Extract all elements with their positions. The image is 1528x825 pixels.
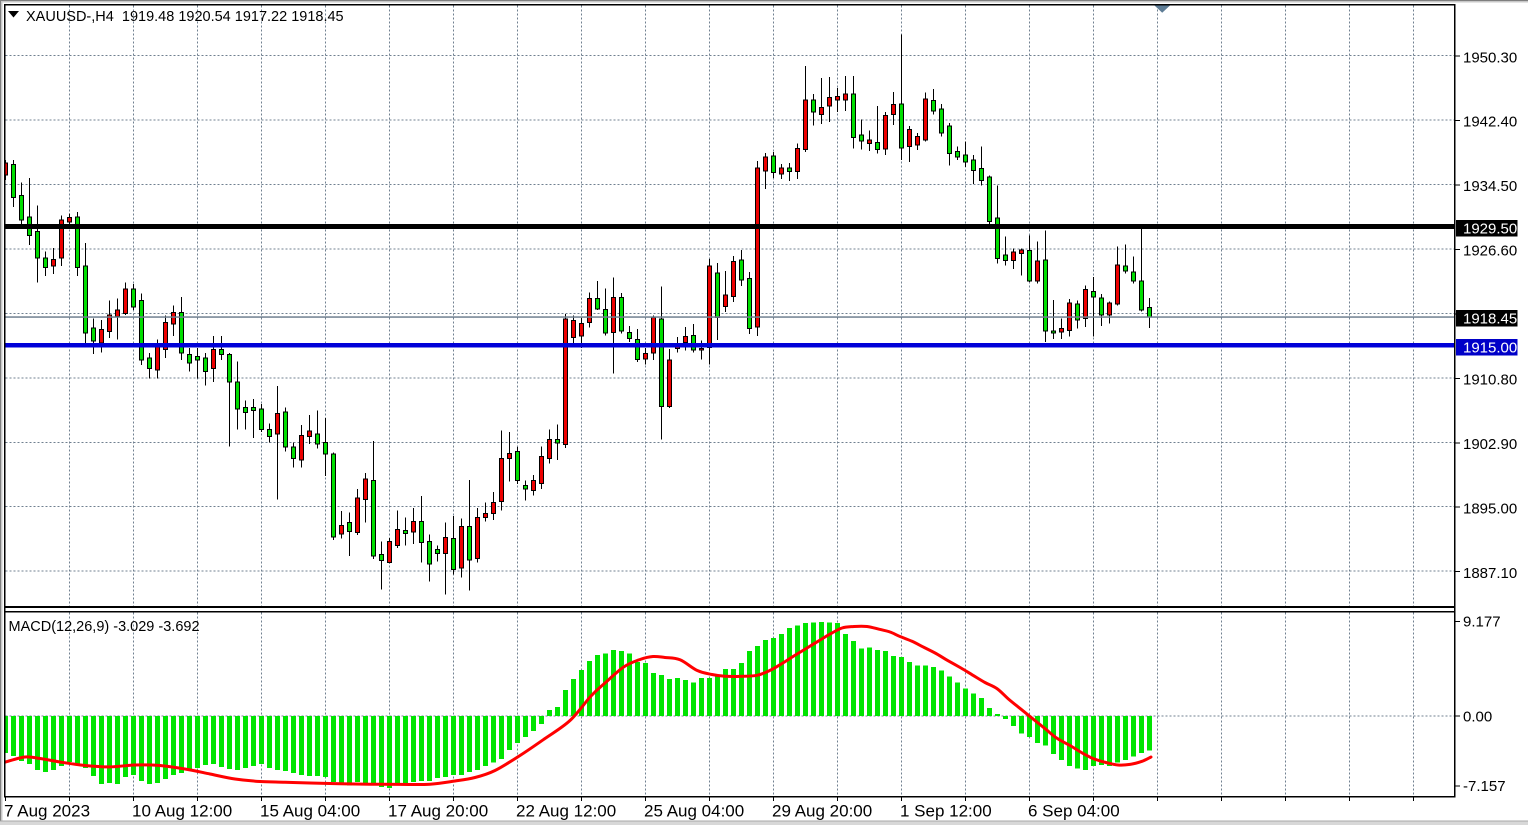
svg-text:0.00: 0.00: [1463, 708, 1492, 725]
svg-text:17 Aug 20:00: 17 Aug 20:00: [388, 802, 488, 821]
svg-text:1934.50: 1934.50: [1463, 178, 1517, 195]
svg-text:1926.60: 1926.60: [1463, 243, 1517, 260]
svg-text:9.177: 9.177: [1463, 614, 1501, 631]
svg-text:1915.00: 1915.00: [1463, 339, 1517, 356]
svg-text:-7.157: -7.157: [1463, 778, 1506, 795]
svg-text:25 Aug 04:00: 25 Aug 04:00: [644, 802, 744, 821]
svg-text:1942.40: 1942.40: [1463, 114, 1517, 131]
svg-text:6 Sep 04:00: 6 Sep 04:00: [1028, 802, 1120, 821]
svg-text:1895.00: 1895.00: [1463, 500, 1517, 517]
svg-text:1902.90: 1902.90: [1463, 436, 1517, 453]
svg-text:1910.80: 1910.80: [1463, 372, 1517, 389]
svg-text:1918.45: 1918.45: [1463, 310, 1517, 327]
svg-text:29 Aug 20:00: 29 Aug 20:00: [772, 802, 872, 821]
svg-text:7 Aug 2023: 7 Aug 2023: [4, 802, 90, 821]
svg-text:1887.10: 1887.10: [1463, 565, 1517, 582]
svg-text:1929.50: 1929.50: [1463, 220, 1517, 237]
svg-text:1950.30: 1950.30: [1463, 49, 1517, 66]
svg-text:10 Aug 12:00: 10 Aug 12:00: [132, 802, 232, 821]
svg-text:MACD(12,26,9) -3.029 -3.692: MACD(12,26,9) -3.029 -3.692: [9, 619, 200, 635]
svg-text:22 Aug 12:00: 22 Aug 12:00: [516, 802, 616, 821]
svg-text:XAUUSD-,H4 1919.48 1920.54 19: XAUUSD-,H4 1919.48 1920.54 1917.22 1918.…: [26, 9, 344, 25]
svg-text:1 Sep 12:00: 1 Sep 12:00: [900, 802, 992, 821]
svg-text:15 Aug 04:00: 15 Aug 04:00: [260, 802, 360, 821]
